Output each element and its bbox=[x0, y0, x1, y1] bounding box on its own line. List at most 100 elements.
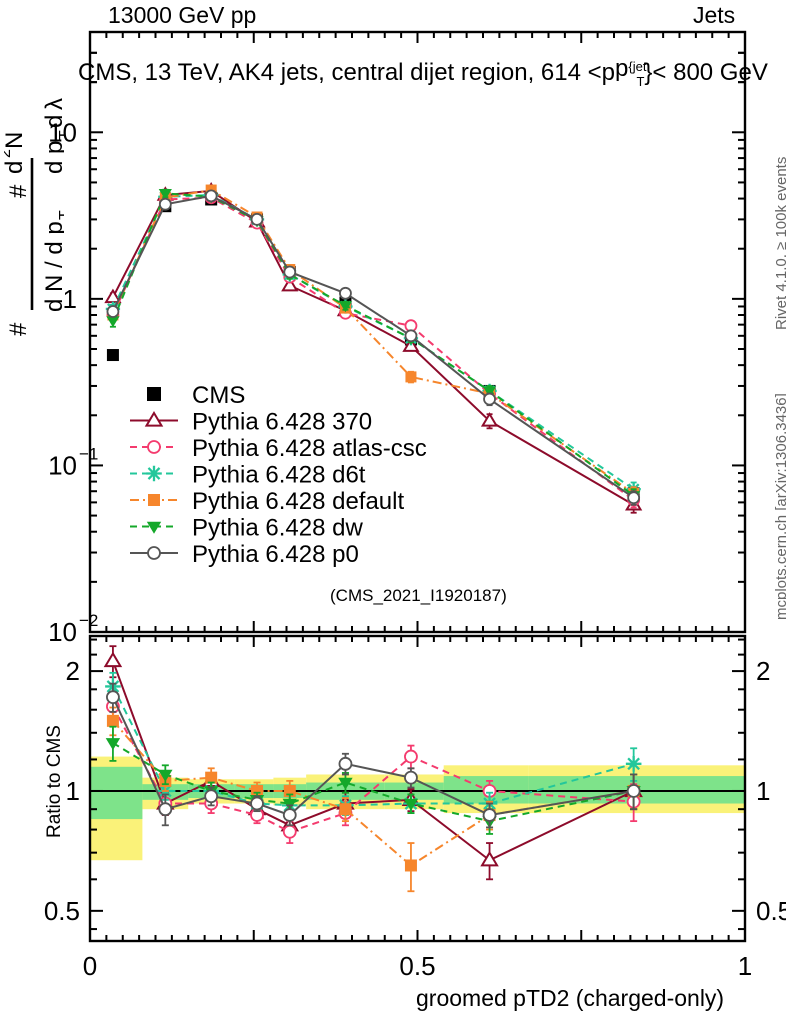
ratio-ytick-label-right-05: 0.5 bbox=[756, 896, 786, 926]
ratio-line bbox=[112, 742, 634, 823]
marker-circle bbox=[158, 197, 172, 211]
svg-text:T: T bbox=[57, 130, 64, 140]
legend-label: CMS bbox=[192, 382, 245, 409]
marker-circle bbox=[339, 286, 352, 300]
legend-entry-pythia-6-428-370[interactable]: Pythia 6.428 370 bbox=[130, 409, 372, 436]
svg-text:d N / d p: d N / d p bbox=[41, 221, 64, 312]
marker-triangle-up bbox=[480, 850, 499, 867]
plot-title-tail: }< 800 GeV bbox=[644, 59, 768, 86]
marker-circle bbox=[626, 784, 641, 798]
svg-text:d p: d p bbox=[41, 141, 64, 174]
marker-square bbox=[339, 803, 352, 816]
xtick-label-1: 1 bbox=[738, 951, 752, 981]
band-green bbox=[90, 766, 143, 820]
ytick-label-1e-1-exp: −1 bbox=[79, 444, 98, 463]
marker-triangle-down bbox=[105, 738, 121, 751]
legend-entry-pythia-6-428-default[interactable]: Pythia 6.428 default bbox=[130, 488, 404, 515]
ratio-series-pythia-6-428-370 bbox=[103, 645, 643, 881]
marker-circle bbox=[250, 796, 264, 811]
marker-circle bbox=[250, 212, 264, 226]
ratio-series-pythia-6-428-p0 bbox=[106, 682, 641, 829]
svg-text:2: 2 bbox=[4, 149, 14, 158]
marker-triangle-down bbox=[338, 777, 353, 790]
marker-square bbox=[148, 494, 160, 506]
ytick-label-1e-1: 10 −1 bbox=[48, 444, 98, 480]
plot-title: CMS, 13 TeV, AK4 jets, central dijet reg… bbox=[78, 55, 768, 89]
marker-square bbox=[147, 387, 161, 401]
main-panel-frame bbox=[88, 30, 747, 634]
marker-circle bbox=[338, 756, 353, 771]
marker-triangle-up bbox=[480, 412, 499, 427]
marker-circle bbox=[283, 265, 297, 279]
plot-title-sub: T bbox=[636, 73, 645, 89]
marker-circle bbox=[404, 749, 418, 764]
plot-title-sup: {jet bbox=[628, 59, 647, 74]
marker-triangle-down bbox=[482, 386, 497, 398]
marker-circle bbox=[204, 189, 218, 203]
plot-title-main: CMS, 13 TeV, AK4 jets, central dijet reg… bbox=[78, 59, 615, 86]
xaxis-label: groomed pTD2 (charged-only) bbox=[416, 985, 725, 1011]
marker-star bbox=[625, 756, 642, 772]
ratio-ytick-label-right-2: 2 bbox=[756, 656, 770, 686]
marker-triangle-down bbox=[403, 798, 419, 811]
legend-label: Pythia 6.428 d6t bbox=[192, 462, 366, 489]
legend-label: Pythia 6.428 p0 bbox=[192, 541, 359, 568]
svg-text:#: # bbox=[5, 322, 32, 336]
marker-circle bbox=[204, 789, 219, 804]
marker-triangle-up bbox=[144, 411, 164, 427]
xtick-label-0: 0 bbox=[83, 951, 97, 981]
legend-entry-cms[interactable]: CMS bbox=[147, 382, 245, 409]
marker-circle bbox=[106, 305, 120, 318]
marker-circle bbox=[482, 808, 497, 822]
svg-text:d: d bbox=[41, 115, 64, 128]
svg-text:d: d bbox=[4, 161, 28, 174]
marker-star bbox=[146, 465, 162, 482]
ratio-ytick-label-right-1: 1 bbox=[756, 776, 770, 806]
svg-text:λ: λ bbox=[41, 98, 64, 110]
marker-circle bbox=[158, 802, 173, 817]
marker-circle bbox=[147, 440, 161, 454]
marker-square bbox=[205, 771, 218, 784]
ratio-ytick-label-05: 0.5 bbox=[44, 896, 80, 926]
series-line-main bbox=[112, 192, 635, 497]
series-pythia-6-428-370 bbox=[104, 182, 643, 514]
xtick-label-05: 0.5 bbox=[399, 951, 435, 981]
header-left-label: 13000 GeV pp bbox=[108, 2, 257, 28]
marker-square bbox=[106, 349, 119, 362]
svg-text:N: N bbox=[4, 132, 28, 149]
marker-square bbox=[106, 714, 119, 727]
ytick-label-1: 1 bbox=[63, 284, 77, 314]
marker-circle bbox=[404, 770, 418, 785]
marker-circle bbox=[483, 392, 496, 406]
legend-entry-pythia-6-428-atlas-csc[interactable]: Pythia 6.428 atlas-csc bbox=[130, 435, 427, 462]
marker-circle bbox=[404, 329, 418, 343]
marker-triangle-up bbox=[103, 651, 123, 668]
ytick-label-1e-2-exp: −2 bbox=[79, 611, 98, 630]
marker-circle bbox=[106, 690, 120, 705]
legend-entry-pythia-6-428-dw[interactable]: Pythia 6.428 dw bbox=[130, 515, 363, 542]
ratio-ytick-label-1: 1 bbox=[66, 776, 80, 806]
marker-triangle-down bbox=[146, 521, 162, 534]
ytick-label-1e-1-base: 10 bbox=[48, 450, 77, 480]
legend-entry-pythia-6-428-p0[interactable]: Pythia 6.428 p0 bbox=[130, 541, 359, 568]
marker-triangle-down bbox=[338, 301, 353, 313]
svg-text:#: # bbox=[5, 184, 32, 198]
legend-label: Pythia 6.428 370 bbox=[192, 409, 372, 436]
legend-label: Pythia 6.428 dw bbox=[192, 515, 363, 542]
marker-circle bbox=[147, 546, 161, 560]
marker-triangle-down bbox=[106, 316, 120, 328]
marker-circle bbox=[282, 824, 297, 839]
marker-circle bbox=[282, 808, 297, 822]
ytick-label-1e-2-base: 10 bbox=[48, 617, 77, 647]
marker-square bbox=[251, 784, 264, 797]
marker-triangle-down bbox=[158, 769, 173, 782]
legend-label: Pythia 6.428 atlas-csc bbox=[192, 435, 427, 462]
ratio-line bbox=[111, 660, 635, 862]
marker-triangle-down bbox=[158, 188, 172, 200]
legend-entry-pythia-6-428-d6t[interactable]: Pythia 6.428 d6t bbox=[130, 462, 366, 489]
analysis-id-watermark: (CMS_2021_I1920187) bbox=[330, 586, 507, 605]
ytick-label-10: 10 bbox=[48, 117, 77, 147]
header-right-label: Jets bbox=[693, 2, 736, 28]
